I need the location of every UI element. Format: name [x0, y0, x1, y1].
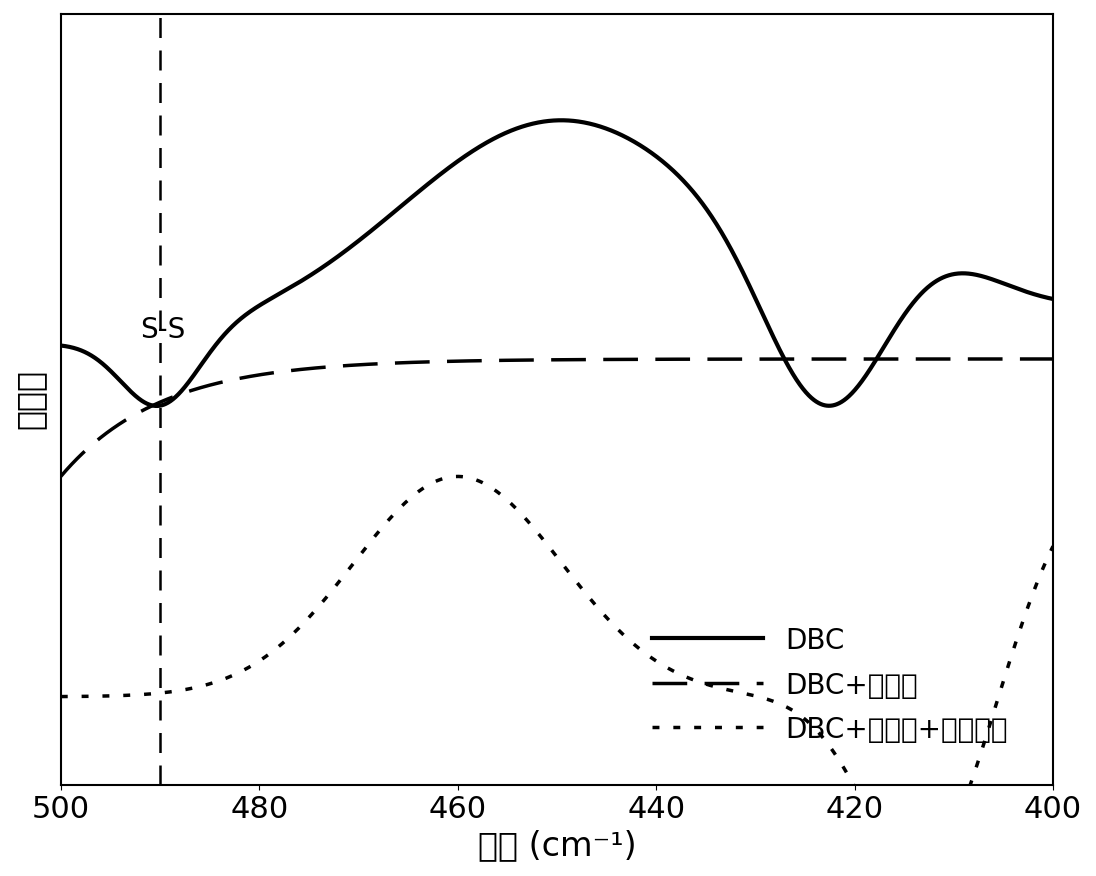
Y-axis label: 透过率: 透过率	[14, 370, 47, 429]
Text: S-S: S-S	[140, 315, 185, 343]
X-axis label: 波数 (cm⁻¹): 波数 (cm⁻¹)	[478, 829, 636, 862]
Legend: DBC, DBC+还原剂, DBC+还原剂+氧化处理: DBC, DBC+还原剂, DBC+还原剂+氧化处理	[641, 616, 1019, 755]
